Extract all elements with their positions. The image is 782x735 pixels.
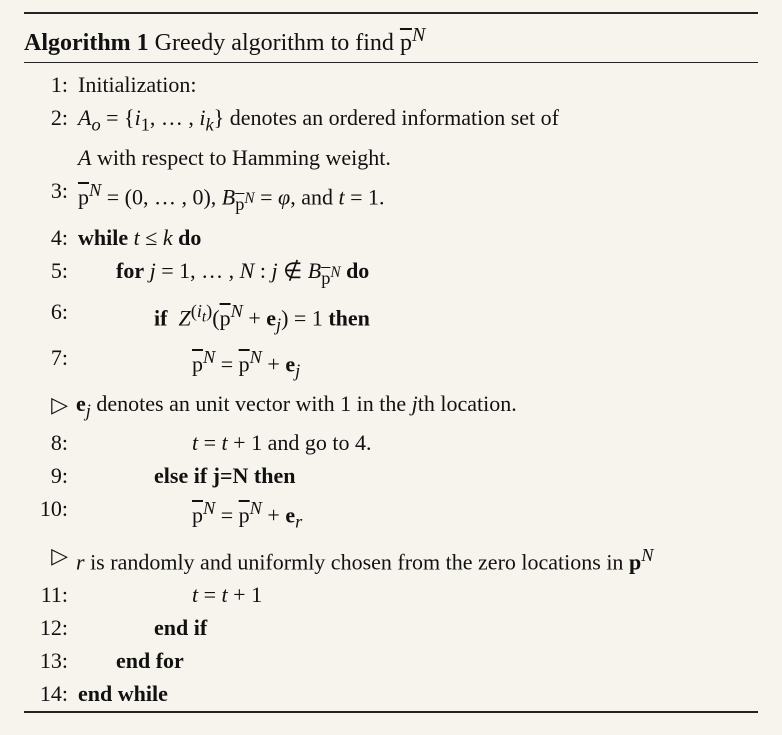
line-number: 1: xyxy=(24,69,78,100)
line-number: 6: xyxy=(24,296,78,327)
line-body: while t ≤ k do xyxy=(78,222,758,253)
algorithm-comment: ▷ej denotes an unit vector with 1 in the… xyxy=(24,389,758,425)
algorithm-line: 1:Initialization: xyxy=(24,69,758,100)
line-number: 11: xyxy=(24,579,78,610)
comment-marker-icon: ▷ xyxy=(24,389,76,425)
line-body: t = t + 1 and go to 4. xyxy=(78,427,758,458)
line-body: pN = (0, … , 0), BpN = φ, and t = 1. xyxy=(78,175,758,220)
line-number: 2: xyxy=(24,102,78,133)
algorithm-line: 14:end while xyxy=(24,678,758,709)
algorithm-line-wrap: A with respect to Hamming weight. xyxy=(24,142,758,173)
algorithm-body: 1:Initialization:2:Ao = {i1, … , ik} den… xyxy=(24,69,758,709)
line-body: for j = 1, … , N : j ∉ BpN do xyxy=(78,255,758,293)
line-number: 9: xyxy=(24,460,78,491)
line-number: 7: xyxy=(24,342,78,373)
comment-text: r is randomly and uniformly chosen from … xyxy=(76,540,758,577)
algorithm-line: 4:while t ≤ k do xyxy=(24,222,758,253)
algorithm-number: Algorithm 1 xyxy=(24,30,149,56)
algorithm-block: { "theme": { "background_color": "#f7f3e… xyxy=(0,0,782,735)
rule-top xyxy=(24,12,758,14)
line-number: 4: xyxy=(24,222,78,253)
algorithm-line: 11:t = t + 1 xyxy=(24,579,758,610)
rule-bottom xyxy=(24,711,758,713)
line-number: 13: xyxy=(24,645,78,676)
algorithm-line: 9:else if j=N then xyxy=(24,460,758,491)
line-body: Initialization: xyxy=(78,69,758,100)
line-body: pN = pN + ej xyxy=(78,342,758,387)
algorithm-title: Algorithm 1 Greedy algorithm to find pN xyxy=(24,18,758,60)
algorithm-line: 3:pN = (0, … , 0), BpN = φ, and t = 1. xyxy=(24,175,758,220)
algorithm-line: 8:t = t + 1 and go to 4. xyxy=(24,427,758,458)
line-number: 10: xyxy=(24,493,78,524)
line-body: end while xyxy=(78,678,758,709)
algorithm-line: 10:pN = pN + er xyxy=(24,493,758,538)
line-number: 12: xyxy=(24,612,78,643)
line-number: 14: xyxy=(24,678,78,709)
line-body: end if xyxy=(78,612,758,643)
line-number: 8: xyxy=(24,427,78,458)
algorithm-caption: Greedy algorithm to find pN xyxy=(155,30,426,56)
algorithm-line: 12:end if xyxy=(24,612,758,643)
line-body: Ao = {i1, … , ik} denotes an ordered inf… xyxy=(78,102,758,140)
rule-mid xyxy=(24,62,758,63)
line-body: if Z(it)(pN + ej) = 1 then xyxy=(78,296,758,341)
algorithm-line: 13:end for xyxy=(24,645,758,676)
algorithm-line: 2:Ao = {i1, … , ik} denotes an ordered i… xyxy=(24,102,758,140)
comment-text: ej denotes an unit vector with 1 in the … xyxy=(76,389,758,425)
comment-marker-icon: ▷ xyxy=(24,540,76,577)
algorithm-line: 6:if Z(it)(pN + ej) = 1 then xyxy=(24,296,758,341)
algorithm-line: 5:for j = 1, … , N : j ∉ BpN do xyxy=(24,255,758,293)
line-number: 3: xyxy=(24,175,78,206)
line-body: end for xyxy=(78,645,758,676)
line-body: t = t + 1 xyxy=(78,579,758,610)
line-body: pN = pN + er xyxy=(78,493,758,538)
line-body: A with respect to Hamming weight. xyxy=(78,142,758,173)
line-body: else if j=N then xyxy=(78,460,758,491)
line-number: 5: xyxy=(24,255,78,286)
algorithm-line: 7:pN = pN + ej xyxy=(24,342,758,387)
algorithm-comment: ▷r is randomly and uniformly chosen from… xyxy=(24,540,758,577)
